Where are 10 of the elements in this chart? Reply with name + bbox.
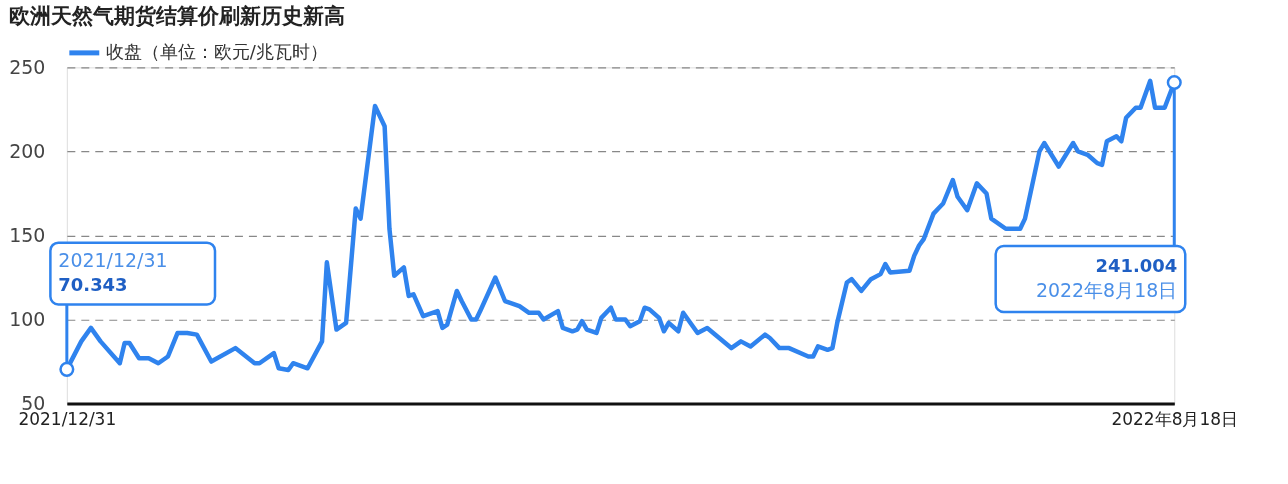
legend-label: 收盘（单位：欧元/兆瓦时） <box>105 40 328 62</box>
annotation: 2021/12/31 <box>58 249 168 272</box>
y-tick-label: 250 <box>9 55 46 78</box>
y-tick-label: 200 <box>9 139 46 162</box>
annotation: 70.343 <box>58 274 128 296</box>
y-tick-label: 150 <box>9 223 46 246</box>
chart-title: 欧洲天然气期货结算价刷新历史新高 <box>8 4 345 29</box>
annotation: 2022年8月18日 <box>1035 279 1178 302</box>
y-tick-label: 100 <box>9 308 46 330</box>
annotation: 241.004 <box>1095 254 1178 276</box>
